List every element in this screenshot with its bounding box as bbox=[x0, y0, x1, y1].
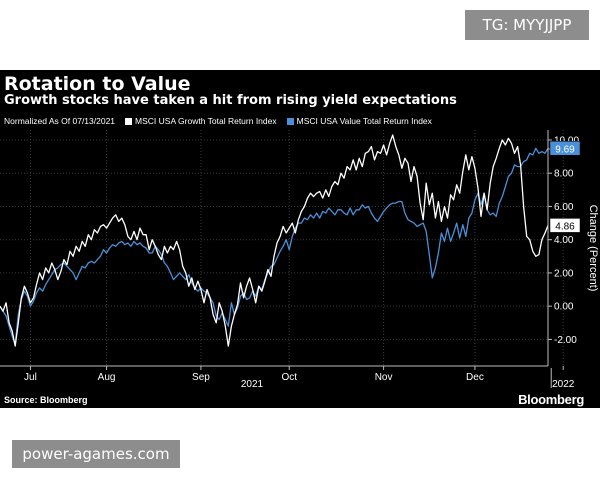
line-chart: -2.00 0.00 2.00 4.00 6.00 8.00 10.00 Jul Aug Sep O… bbox=[0, 130, 599, 390]
x-tick-label: Dec bbox=[466, 372, 484, 383]
last-value-label-value: 9.69 bbox=[555, 144, 575, 155]
watermark-tag: TG: MYYJJPP bbox=[465, 10, 589, 40]
chart-panel: -2.00 0.00 2.00 4.00 6.00 8.00 10.00 Jul Aug Sep O… bbox=[0, 70, 600, 408]
x-tick-label: Sep bbox=[192, 372, 210, 383]
legend-item-value: MSCI USA Value Total Return Index bbox=[286, 116, 432, 126]
x-tick-label: Jul bbox=[24, 372, 37, 383]
last-value-badge-growth bbox=[549, 218, 581, 233]
series-line-value bbox=[0, 144, 561, 346]
legend-label-value: MSCI USA Value Total Return Index bbox=[296, 116, 432, 126]
y-tick-label: -2.00 bbox=[554, 335, 577, 346]
legend-swatch-growth bbox=[125, 117, 133, 125]
x-tick-label: 2022 bbox=[552, 379, 575, 390]
legend-label-growth: MSCI USA Growth Total Return Index bbox=[135, 116, 277, 126]
last-value-label-growth: 4.86 bbox=[555, 221, 575, 232]
y-tick-label: 8.00 bbox=[554, 169, 574, 180]
series-line-growth bbox=[0, 134, 549, 347]
x-year-label: 2021 bbox=[241, 379, 264, 390]
last-value-badge-value bbox=[549, 141, 581, 156]
chart-subtitle: Growth stocks have taken a hit from risi… bbox=[4, 93, 457, 108]
y-tick-label: 10.00 bbox=[554, 135, 579, 146]
y-tick-label: 6.00 bbox=[554, 202, 574, 213]
x-tick-label: Nov bbox=[375, 372, 393, 383]
y-tick-label: 4.00 bbox=[554, 235, 574, 246]
x-tick-label: Oct bbox=[281, 372, 297, 383]
legend-swatch-value bbox=[286, 117, 294, 125]
footer-watermark: power-agames.com bbox=[12, 440, 180, 468]
source-note: Source: Bloomberg bbox=[4, 395, 88, 405]
legend-item-growth: MSCI USA Growth Total Return Index bbox=[125, 116, 277, 126]
legend: Normalized As Of 07/13/2021 MSCI USA Gro… bbox=[4, 116, 432, 126]
y-tick-label: 0.00 bbox=[554, 302, 574, 313]
y-tick-label: 2.00 bbox=[554, 268, 574, 279]
y-axis-label: Change (Percent) bbox=[587, 205, 599, 292]
bloomberg-logo: Bloomberg bbox=[518, 392, 584, 407]
chart-title: Rotation to Value bbox=[4, 73, 191, 95]
normalization-note: Normalized As Of 07/13/2021 bbox=[4, 116, 116, 126]
x-tick-label: Aug bbox=[98, 372, 116, 383]
